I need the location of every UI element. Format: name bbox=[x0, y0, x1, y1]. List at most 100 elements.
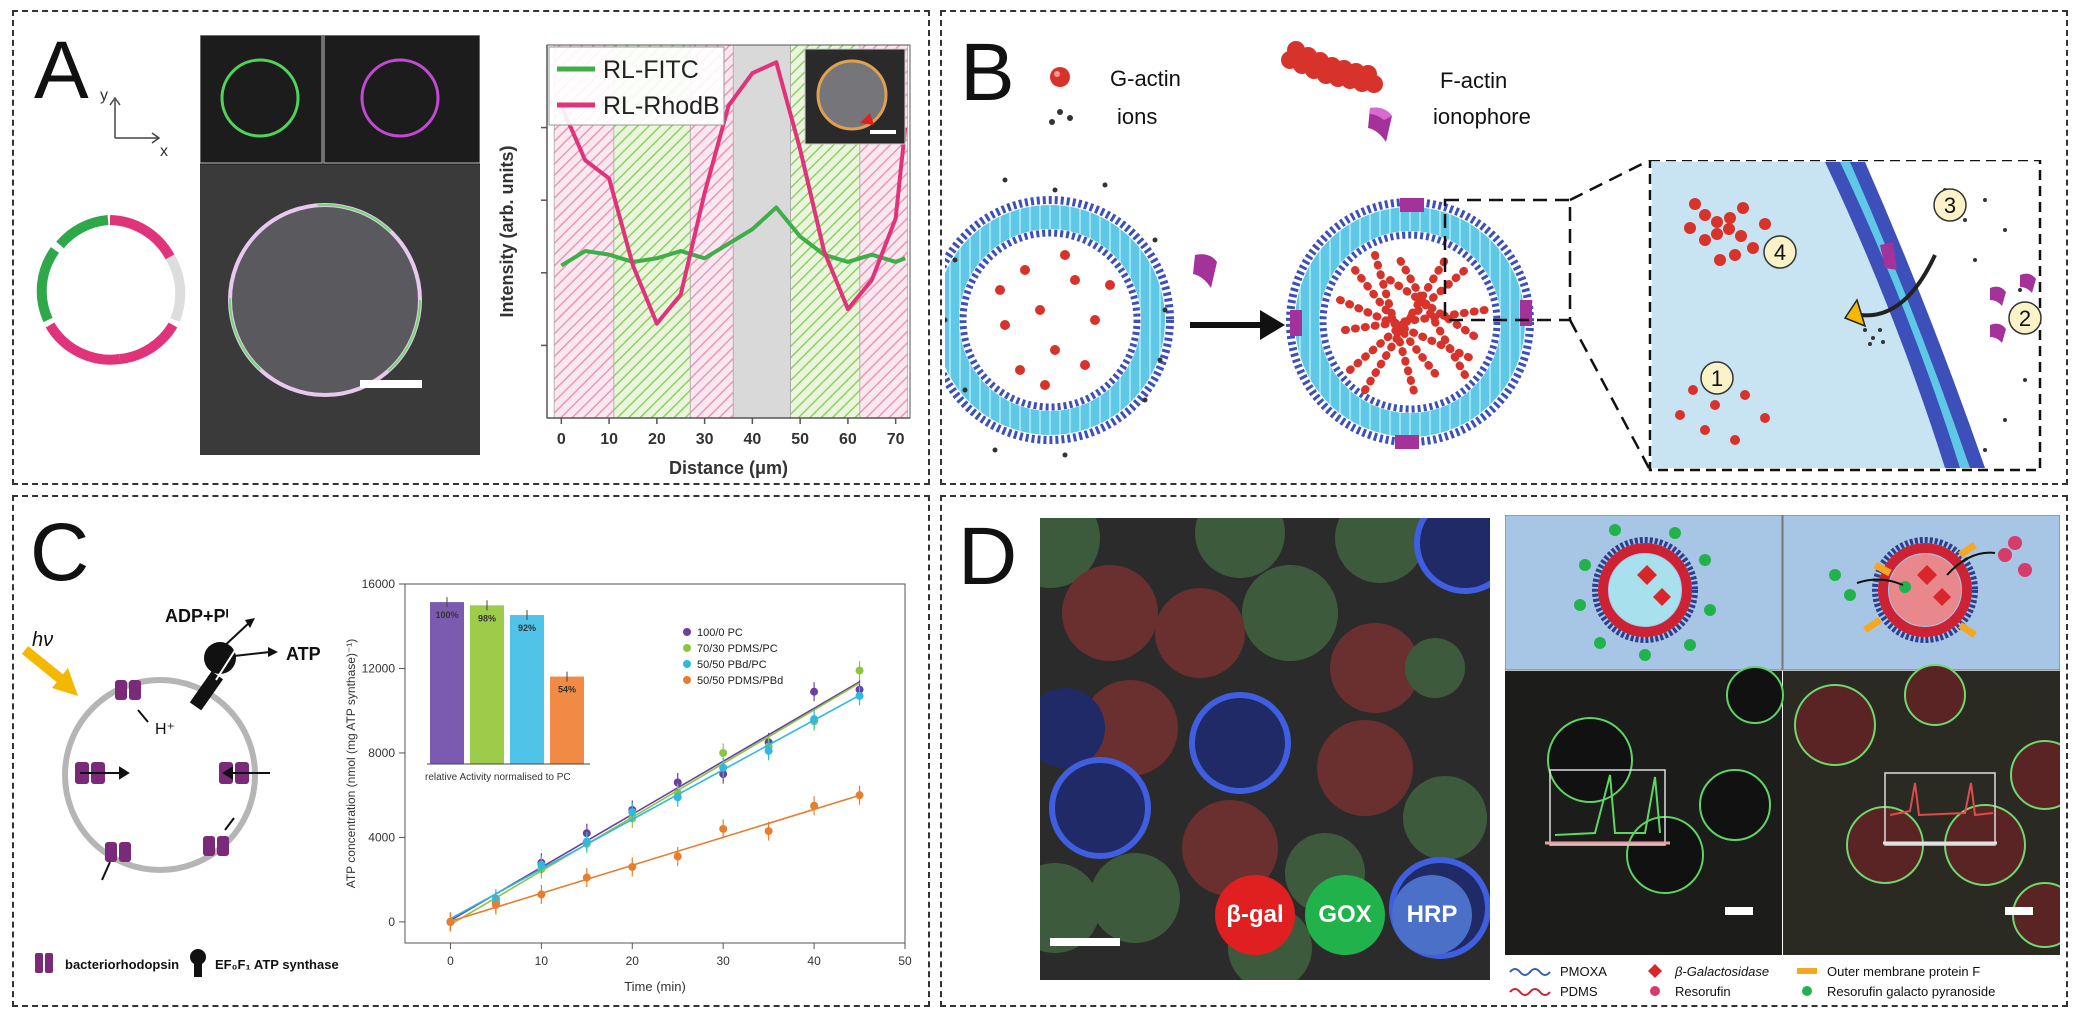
y-axis-label: Intensity (arb. units) bbox=[497, 145, 517, 317]
inset-bar-label: 54% bbox=[558, 685, 576, 695]
x-tick-label: 40 bbox=[743, 431, 761, 448]
x-tick-label: 50 bbox=[791, 431, 809, 448]
panel-a-frame bbox=[12, 10, 930, 485]
legend-marker-4 bbox=[683, 676, 691, 684]
step-1: 1 bbox=[1711, 366, 1723, 391]
data-point bbox=[719, 748, 728, 757]
x-tick-label: 10 bbox=[535, 954, 549, 968]
x-axis-label: Time (min) bbox=[624, 979, 686, 994]
inset-bar-1 bbox=[430, 602, 464, 764]
zoom-guides bbox=[1443, 160, 1652, 471]
legend-ompf: Outer membrane protein F bbox=[1827, 964, 1980, 979]
legend-label-2: 70/30 PDMS/PC bbox=[697, 643, 778, 655]
inset-scale-bar bbox=[870, 130, 896, 134]
step-2: 2 bbox=[2019, 306, 2031, 331]
badge-bgal: β-gal bbox=[1215, 875, 1295, 955]
legend-f-actin: F-actin bbox=[1440, 68, 1507, 93]
polymersome-open bbox=[1829, 536, 2032, 643]
inset-caption: relative Activity normalised to PC bbox=[425, 772, 571, 783]
data-point bbox=[537, 860, 546, 869]
atp-synthase-icon bbox=[189, 618, 278, 711]
fluorescence-right bbox=[1794, 664, 2060, 948]
data-point bbox=[673, 778, 682, 787]
data-point bbox=[719, 763, 728, 772]
legend-g-actin: G-actin bbox=[1110, 66, 1181, 91]
adp-label: ADP+Pᴵ bbox=[165, 606, 229, 626]
y-tick-label: 0 bbox=[388, 915, 395, 929]
data-point bbox=[582, 837, 591, 846]
data-point bbox=[764, 746, 773, 755]
panel-d-frame bbox=[940, 495, 2068, 1007]
x-tick-label: 20 bbox=[626, 954, 640, 968]
key-atp-synthase: EF₀F₁ ATP synthase bbox=[215, 957, 339, 972]
panel-a-intensity-chart: 0 10 20 30 40 50 60 70 Distance (μm) Intensity (a… bbox=[497, 44, 911, 478]
data-point bbox=[764, 827, 773, 836]
light-arrow-icon bbox=[21, 646, 78, 696]
x-tick-label: 0 bbox=[447, 954, 454, 968]
panel-a-micrographs bbox=[200, 35, 480, 455]
legend-ionophore: ionophore bbox=[1433, 104, 1531, 129]
inset-bar-label: 98% bbox=[478, 613, 496, 623]
data-point bbox=[582, 873, 591, 882]
panel-d-polymersome-panels bbox=[1505, 515, 2060, 955]
fluorescence-left bbox=[1545, 666, 1784, 915]
panel-c-label: C bbox=[30, 507, 90, 598]
bacteriorhodopsin-key-icon bbox=[35, 953, 53, 973]
atp-label: ATP bbox=[286, 644, 321, 664]
x-tick-label: 10 bbox=[600, 431, 618, 448]
data-point bbox=[810, 687, 819, 696]
fit-line-2 bbox=[450, 682, 860, 926]
inset-bar-label: 92% bbox=[518, 623, 536, 633]
vesicle-before bbox=[945, 177, 1174, 458]
axis-y-label: y bbox=[100, 87, 108, 104]
x-tick-label: 40 bbox=[807, 954, 821, 968]
panel-a-schematic: y x bbox=[36, 87, 186, 365]
panel-b-diagram: 3 4 1 2 bbox=[945, 160, 2042, 472]
g-actin-icon bbox=[1050, 67, 1070, 87]
legend-label-rl-fitc: RL-FITC bbox=[603, 56, 699, 84]
data-point bbox=[673, 793, 682, 802]
fit-line-4 bbox=[450, 794, 860, 923]
plot-frame bbox=[404, 583, 906, 944]
data-point bbox=[855, 666, 864, 675]
ring-schematic bbox=[36, 215, 186, 365]
hv-label: hν bbox=[32, 629, 53, 651]
fit-line-3 bbox=[450, 694, 860, 920]
legend-rgp: Resorufin galacto pyranoside bbox=[1827, 984, 1995, 999]
inset-vesicle bbox=[816, 59, 888, 131]
legend-marker-2 bbox=[683, 644, 691, 652]
y-tick-label: 4000 bbox=[368, 830, 395, 844]
inset-arrow-icon bbox=[860, 113, 874, 125]
badge-gox: GOX bbox=[1305, 875, 1385, 955]
panel-c-atp-chart: 0 4000 8000 12000 16000 0 10 20 30 40 50 Time (min)… bbox=[344, 577, 912, 994]
vesicle-after bbox=[1286, 198, 1534, 449]
free-ionophore-icon bbox=[1193, 254, 1217, 288]
badge-bgal-label: β-gal bbox=[1226, 901, 1284, 928]
series-line-rl-fitc bbox=[560, 205, 906, 268]
badge-gox-label: GOX bbox=[1318, 901, 1372, 928]
data-point bbox=[628, 862, 637, 871]
ions-icon bbox=[1049, 109, 1073, 125]
x-axis-label: Distance (μm) bbox=[669, 458, 788, 478]
panel-b-label: B bbox=[960, 27, 1015, 118]
data-point bbox=[855, 691, 864, 700]
legend-pmoxa: PMOXA bbox=[1560, 964, 1607, 979]
legend-marker-3 bbox=[683, 660, 691, 668]
x-tick-label: 70 bbox=[887, 431, 905, 448]
data-point bbox=[810, 801, 819, 810]
data-point bbox=[537, 890, 546, 899]
scale-bar bbox=[360, 380, 422, 388]
legend-pdms: PDMS bbox=[1560, 984, 1598, 999]
inset-bar-label: 100% bbox=[435, 610, 458, 620]
panel-c-schematic: hν ADP+Pᴵ ATP H⁺ bbox=[21, 606, 321, 881]
data-point bbox=[446, 917, 455, 926]
pmoxa-icon bbox=[1509, 968, 1551, 976]
panel-d-legend: PMOXA PDMS β-Galactosidase Resorufin Out… bbox=[1509, 964, 1995, 999]
legend-label-1: 100/0 PC bbox=[697, 627, 743, 639]
x-tick-label: 0 bbox=[557, 431, 566, 448]
x-tick-label: 60 bbox=[839, 431, 857, 448]
badge-hrp: HRP bbox=[1392, 875, 1472, 955]
legend-label-3: 50/50 PBd/PC bbox=[697, 659, 767, 671]
data-point bbox=[810, 715, 819, 724]
rgp-icon bbox=[1802, 986, 1812, 996]
